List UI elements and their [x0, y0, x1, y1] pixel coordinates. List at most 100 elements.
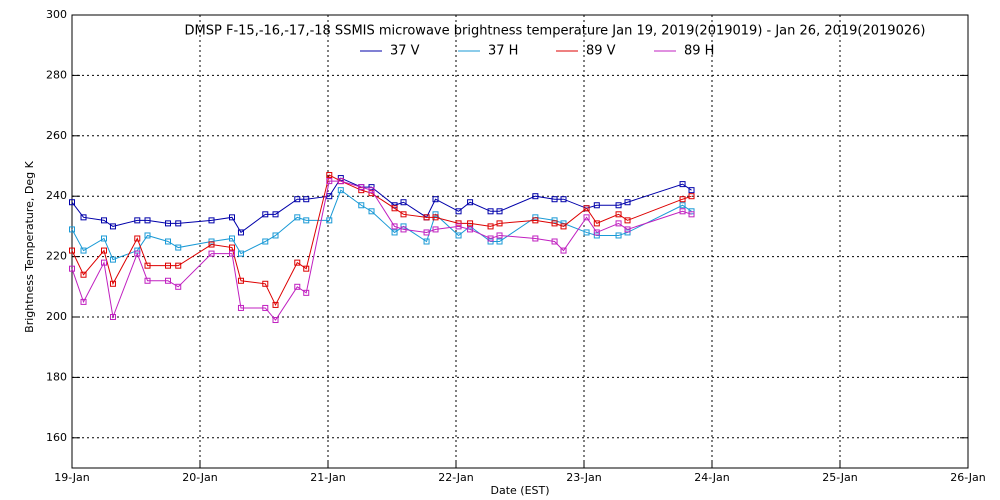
data-point [109, 256, 116, 263]
y-tick-label: 240 [46, 189, 67, 202]
series-line [71, 174, 692, 307]
legend-label: 37 V [390, 44, 420, 59]
data-point [391, 229, 398, 236]
data-point [326, 217, 333, 224]
data-point [487, 208, 494, 215]
data-point [272, 211, 279, 218]
data-point [391, 223, 398, 230]
data-point [432, 196, 439, 203]
data-point [423, 238, 430, 245]
data-point [144, 232, 151, 239]
data-point [455, 208, 462, 215]
data-point [487, 223, 494, 230]
data-point [294, 259, 301, 266]
y-tick-label: 300 [46, 8, 67, 21]
data-point [326, 172, 333, 179]
data-point [272, 317, 279, 324]
data-point [165, 238, 171, 245]
data-point [175, 283, 182, 290]
data-point [109, 314, 116, 320]
data-point [294, 214, 301, 221]
data-point [679, 202, 686, 209]
data-point [337, 178, 344, 185]
x-tick-label: 26-Jan [950, 471, 986, 484]
data-point [593, 220, 600, 227]
data-point [144, 262, 151, 269]
data-point [165, 220, 171, 227]
data-point [134, 235, 141, 242]
x-tick-label: 19-Jan [54, 471, 90, 484]
data-point [467, 223, 474, 230]
data-point [80, 214, 87, 221]
data-point [593, 202, 600, 209]
data-point [615, 220, 622, 227]
data-point [80, 271, 87, 278]
data-point [368, 208, 375, 215]
data-point [101, 247, 107, 254]
data-point [583, 205, 590, 212]
y-tick-label: 200 [46, 310, 67, 323]
data-point [615, 232, 622, 239]
data-point [69, 199, 75, 206]
x-tick-label: 25-Jan [822, 471, 858, 484]
series-line [71, 180, 692, 321]
data-point [532, 214, 539, 221]
data-point [583, 214, 590, 221]
data-point [583, 229, 590, 236]
data-point [237, 304, 244, 311]
data-point [69, 247, 75, 254]
data-point [551, 220, 558, 227]
x-tick-label: 20-Jan [182, 471, 218, 484]
data-point [229, 250, 235, 257]
data-point [615, 211, 622, 218]
x-tick-label: 23-Jan [566, 471, 602, 484]
data-point [496, 238, 503, 245]
data-point [80, 247, 87, 254]
data-point [69, 265, 75, 272]
data-point [551, 238, 558, 245]
y-tick-label: 280 [46, 68, 67, 81]
y-tick-label: 160 [46, 431, 67, 444]
data-point [144, 277, 151, 284]
plot-frame [71, 14, 969, 469]
data-point [688, 211, 695, 218]
data-point [134, 250, 141, 257]
data-point [208, 217, 215, 224]
data-point [101, 235, 107, 242]
data-point [455, 220, 462, 227]
series-line [71, 177, 692, 234]
chart-title: DMSP F-15,-16,-17,-18 SSMIS microwave br… [185, 24, 926, 39]
data-point [423, 214, 430, 221]
data-point [237, 229, 244, 236]
data-point [487, 235, 494, 242]
data-point [679, 181, 686, 188]
data-point [262, 280, 269, 287]
data-point [144, 217, 151, 224]
data-point [294, 283, 301, 290]
y-tick-label: 260 [46, 129, 67, 142]
data-point [272, 232, 279, 239]
data-point [262, 238, 269, 245]
data-point [467, 199, 474, 206]
data-point [624, 217, 631, 224]
data-point [303, 289, 310, 296]
data-point [337, 187, 344, 194]
y-tick-label: 180 [46, 370, 67, 383]
data-point [303, 217, 310, 224]
data-point [109, 223, 116, 230]
data-point [165, 277, 171, 284]
data-point [432, 214, 439, 221]
data-point [496, 208, 503, 215]
legend-label: 89 H [684, 44, 714, 59]
data-point [496, 232, 503, 239]
data-point [432, 211, 439, 218]
series-line [71, 189, 692, 261]
legend-label: 89 V [586, 44, 616, 59]
x-axis-label: Date (EST) [490, 484, 549, 497]
data-point [467, 220, 474, 227]
data-point [208, 238, 215, 245]
data-point [69, 226, 75, 233]
data-point [624, 199, 631, 206]
data-point [593, 229, 600, 236]
